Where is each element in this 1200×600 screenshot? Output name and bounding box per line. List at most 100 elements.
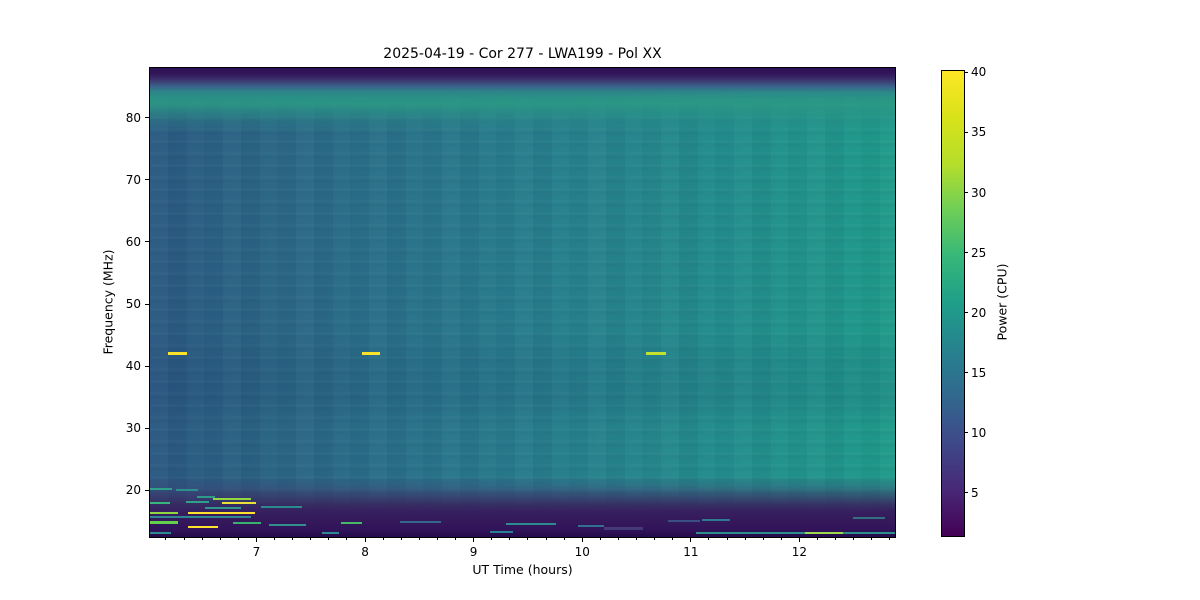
- x-axis-tick: [798, 538, 800, 542]
- y-axis-tick-label: 80: [125, 110, 141, 125]
- colorbar-tick-label: 25: [971, 245, 987, 260]
- rfi-dash: [361, 351, 381, 355]
- y-axis-tick-label: 50: [125, 297, 141, 312]
- colorbar-label: Power (CPU): [994, 263, 1010, 341]
- rfi-dash: [232, 521, 261, 524]
- colorbar-tick: [964, 312, 968, 314]
- rfi-dash: [185, 501, 209, 504]
- x-axis-minor-tick: [835, 538, 837, 541]
- y-axis-tick: [145, 489, 149, 491]
- rfi-dash: [603, 527, 644, 531]
- rfi-dash: [212, 498, 251, 501]
- colorbar-tick: [964, 492, 968, 494]
- rfi-dash: [150, 516, 251, 518]
- colorbar-tick: [964, 372, 968, 374]
- x-axis-tick: [473, 538, 475, 542]
- x-axis-minor-tick: [744, 538, 746, 541]
- rfi-dash: [168, 351, 187, 355]
- x-axis-tick-label: 12: [791, 545, 808, 559]
- x-axis-minor-tick: [871, 538, 873, 541]
- x-axis-minor-tick: [853, 538, 855, 541]
- rfi-dash: [150, 521, 179, 524]
- x-axis-minor-tick: [436, 538, 438, 541]
- x-axis-minor-tick: [672, 538, 674, 541]
- colorbar-tick-label: 15: [971, 365, 987, 380]
- x-axis-minor-tick: [545, 538, 547, 541]
- rfi-dash: [399, 521, 442, 524]
- x-axis-tick: [581, 538, 583, 542]
- rfi-dash: [804, 531, 843, 535]
- x-axis-minor-tick: [346, 538, 348, 541]
- heatmap-canvas: [150, 68, 895, 537]
- rfi-dash: [188, 511, 256, 514]
- y-axis-tick: [145, 179, 149, 181]
- rfi-dash: [260, 506, 303, 509]
- rfi-dash: [506, 523, 557, 525]
- x-axis-minor-tick: [201, 538, 203, 541]
- y-axis-tick: [145, 117, 149, 119]
- rfi-dash: [696, 532, 895, 535]
- x-axis-tick-label: 7: [252, 545, 261, 559]
- x-axis-tick-label: 8: [361, 545, 369, 559]
- rfi-dash: [701, 519, 730, 522]
- chart-title: 2025-04-19 - Cor 277 - LWA199 - Pol XX: [383, 46, 662, 62]
- x-axis-minor-tick: [328, 538, 330, 541]
- y-axis-tick-label: 60: [125, 234, 141, 249]
- x-axis-minor-tick: [527, 538, 529, 541]
- colorbar-tick-label: 5: [971, 485, 979, 500]
- x-axis-tick-label: 9: [469, 545, 478, 559]
- y-axis-tick: [145, 303, 149, 305]
- rfi-dash: [321, 531, 339, 534]
- y-axis-tick-label: 70: [125, 172, 141, 187]
- x-axis-minor-tick: [636, 538, 638, 541]
- colorbar-tick-label: 30: [971, 185, 987, 200]
- rfi-dash: [150, 531, 171, 534]
- x-axis-minor-tick: [780, 538, 782, 541]
- rfi-dash: [176, 488, 198, 491]
- colorbar-tick-label: 20: [971, 305, 987, 320]
- y-axis-tick: [145, 241, 149, 243]
- x-axis-minor-tick: [183, 538, 185, 541]
- colorbar-tick-label: 10: [971, 425, 987, 440]
- x-axis-minor-tick: [762, 538, 764, 541]
- x-axis-minor-tick: [400, 538, 402, 541]
- colorbar-gradient: [942, 71, 964, 536]
- rfi-dash: [341, 521, 362, 524]
- colorbar-tick: [964, 71, 968, 73]
- colorbar-tick: [964, 192, 968, 194]
- x-axis-minor-tick: [817, 538, 819, 541]
- colorbar-tick-label: 35: [971, 125, 987, 140]
- colorbar-tick: [964, 131, 968, 133]
- rfi-dash: [221, 501, 257, 505]
- x-axis-tick: [690, 538, 692, 542]
- x-axis-tick: [255, 538, 257, 542]
- x-axis-minor-tick: [509, 538, 511, 541]
- x-axis-minor-tick: [726, 538, 728, 541]
- y-axis-tick-label: 30: [125, 421, 141, 436]
- x-axis-minor-tick: [310, 538, 312, 541]
- x-axis-minor-tick: [418, 538, 420, 541]
- colorbar-tick: [964, 252, 968, 254]
- x-axis-minor-tick: [292, 538, 294, 541]
- y-axis-tick-label: 20: [125, 483, 141, 498]
- rfi-dash: [269, 523, 307, 526]
- x-axis-minor-tick: [708, 538, 710, 541]
- x-axis-minor-tick: [237, 538, 239, 541]
- x-axis-label: UT Time (hours): [472, 562, 573, 577]
- rfi-dash: [668, 519, 700, 522]
- rfi-features-layer: [150, 68, 895, 537]
- rfi-dash: [150, 511, 179, 514]
- x-axis-minor-tick: [889, 538, 891, 541]
- colorbar-tick: [964, 432, 968, 434]
- x-axis-minor-tick: [599, 538, 601, 541]
- colorbar-tick-label: 40: [971, 65, 987, 80]
- y-axis-tick: [145, 427, 149, 429]
- rfi-dash: [577, 524, 604, 527]
- rfi-dash: [196, 495, 216, 498]
- y-axis-tick-label: 40: [125, 359, 141, 374]
- x-axis-minor-tick: [382, 538, 384, 541]
- x-axis-tick: [364, 538, 366, 542]
- x-axis-minor-tick: [165, 538, 167, 541]
- rfi-dash: [150, 501, 170, 505]
